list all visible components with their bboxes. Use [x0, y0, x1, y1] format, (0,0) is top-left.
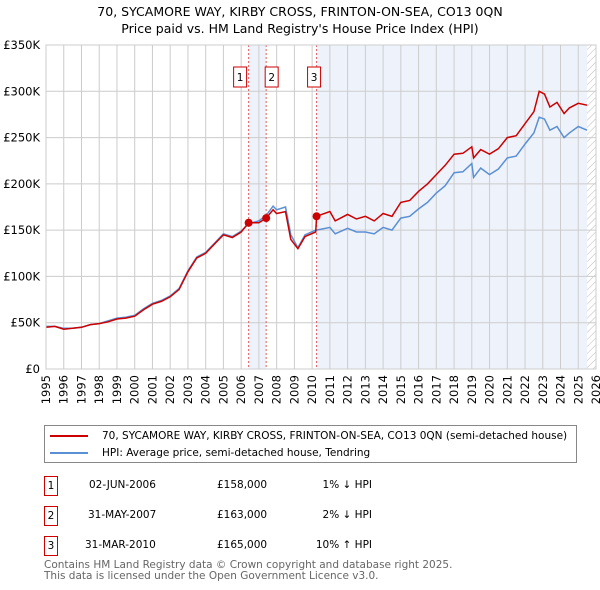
footer-copyright: Contains HM Land Registry data © Crown c…	[44, 559, 453, 571]
x-tick-label: 1998	[92, 375, 106, 404]
chart-title: 70, SYCAMORE WAY, KIRBY CROSS, FRINTON-O…	[97, 4, 503, 19]
sale-row: 1 02-JUN-2006 £158,000 1% ↓ HPI	[44, 476, 544, 496]
sale-row: 3 31-MAR-2010 £165,000 10% ↑ HPI	[44, 536, 544, 556]
legend-swatch-hpi	[50, 452, 88, 454]
sale-label-box	[307, 66, 322, 88]
x-tick-label: 2020	[483, 375, 497, 404]
x-tick-label: 2018	[447, 375, 461, 404]
x-tick-label: 2000	[128, 375, 142, 404]
sale-label-box	[233, 66, 248, 88]
sale-price: £165,000	[217, 539, 268, 551]
x-tick-label: 2021	[500, 375, 514, 404]
x-tick-label: 1996	[57, 375, 71, 404]
x-tick-label: 2004	[199, 375, 213, 404]
sale-date: 31-MAR-2010	[85, 539, 156, 551]
sale-row: 2 31-MAY-2007 £163,000 2% ↓ HPI	[44, 506, 544, 526]
sale-marker: 2	[44, 506, 58, 526]
ownership-shade	[316, 45, 588, 369]
chart-subtitle: Price paid vs. HM Land Registry's House …	[121, 21, 479, 36]
x-tick-label: 1995	[39, 375, 53, 404]
legend-label-hpi: HPI: Average price, semi-detached house,…	[102, 447, 371, 459]
sale-date: 02-JUN-2006	[89, 479, 156, 491]
x-tick-label: 2011	[323, 375, 337, 404]
y-tick-label: £350K	[3, 38, 40, 52]
x-tick-label: 2017	[429, 375, 443, 404]
y-tick-label: £100K	[3, 269, 40, 283]
legend-swatch-property	[50, 435, 88, 437]
y-tick-label: £150K	[3, 223, 40, 237]
x-tick-label: 2008	[270, 375, 284, 404]
sale-label: 1	[237, 72, 244, 84]
y-tick-label: £0	[25, 362, 40, 376]
sale-point	[312, 212, 321, 221]
x-tick-label: 2006	[234, 375, 248, 404]
x-tick-label: 2019	[465, 375, 479, 404]
sale-hpi-diff: 2% ↓ HPI	[322, 509, 372, 521]
x-tick-label: 2005	[216, 375, 230, 404]
forecast-hatch	[587, 45, 596, 369]
footer: Contains HM Land Registry data © Crown c…	[44, 560, 452, 582]
sale-date: 31-MAY-2007	[88, 509, 157, 521]
x-tick-label: 2002	[163, 375, 177, 404]
x-tick-label: 2003	[181, 375, 195, 404]
legend-label-property: 70, SYCAMORE WAY, KIRBY CROSS, FRINTON-O…	[102, 430, 568, 442]
legend: 70, SYCAMORE WAY, KIRBY CROSS, FRINTON-O…	[44, 425, 577, 463]
hpi-line	[46, 116, 588, 330]
x-tick-label: 2007	[252, 375, 266, 404]
sale-point	[244, 218, 253, 227]
x-tick-label: 2001	[145, 375, 159, 404]
y-tick-label: £50K	[11, 316, 41, 330]
plot-frame	[45, 44, 597, 370]
x-tick-label: 2012	[341, 375, 355, 404]
y-tick-label: £250K	[3, 131, 40, 145]
sale-price: £158,000	[217, 479, 268, 491]
sale-price: £163,000	[217, 509, 268, 521]
x-tick-label: 1997	[74, 375, 88, 404]
sale-marker: 3	[44, 536, 58, 556]
x-tick-label: 2024	[554, 375, 568, 404]
y-tick-label: £200K	[3, 177, 40, 191]
sale-label-box	[264, 66, 279, 88]
x-tick-label: 2014	[376, 375, 390, 404]
ownership-shade	[248, 45, 267, 369]
x-tick-label: 2009	[287, 375, 301, 404]
x-tick-label: 2023	[536, 375, 550, 404]
footer-licence: This data is licensed under the Open Gov…	[44, 570, 379, 582]
x-tick-label: 2026	[589, 375, 600, 404]
sale-hpi-diff: 1% ↓ HPI	[322, 479, 372, 491]
sale-label: 2	[268, 72, 275, 84]
sale-point	[262, 214, 271, 223]
sale-marker: 1	[44, 476, 58, 496]
x-tick-label: 1999	[110, 375, 124, 404]
price-chart: 1995 1996 1997 1998 1999 2000 2001 2002 2003 2004…	[3, 38, 600, 404]
x-tick-label: 2015	[394, 375, 408, 404]
y-tick-label: £300K	[3, 84, 40, 98]
sale-label: 3	[311, 72, 318, 84]
x-tick-label: 2016	[412, 375, 426, 404]
sale-hpi-diff: 10% ↑ HPI	[315, 539, 372, 551]
x-tick-label: 2010	[305, 375, 319, 404]
x-tick-label: 2013	[358, 375, 372, 404]
x-tick-label: 2025	[571, 375, 585, 404]
x-tick-label: 2022	[518, 375, 532, 404]
